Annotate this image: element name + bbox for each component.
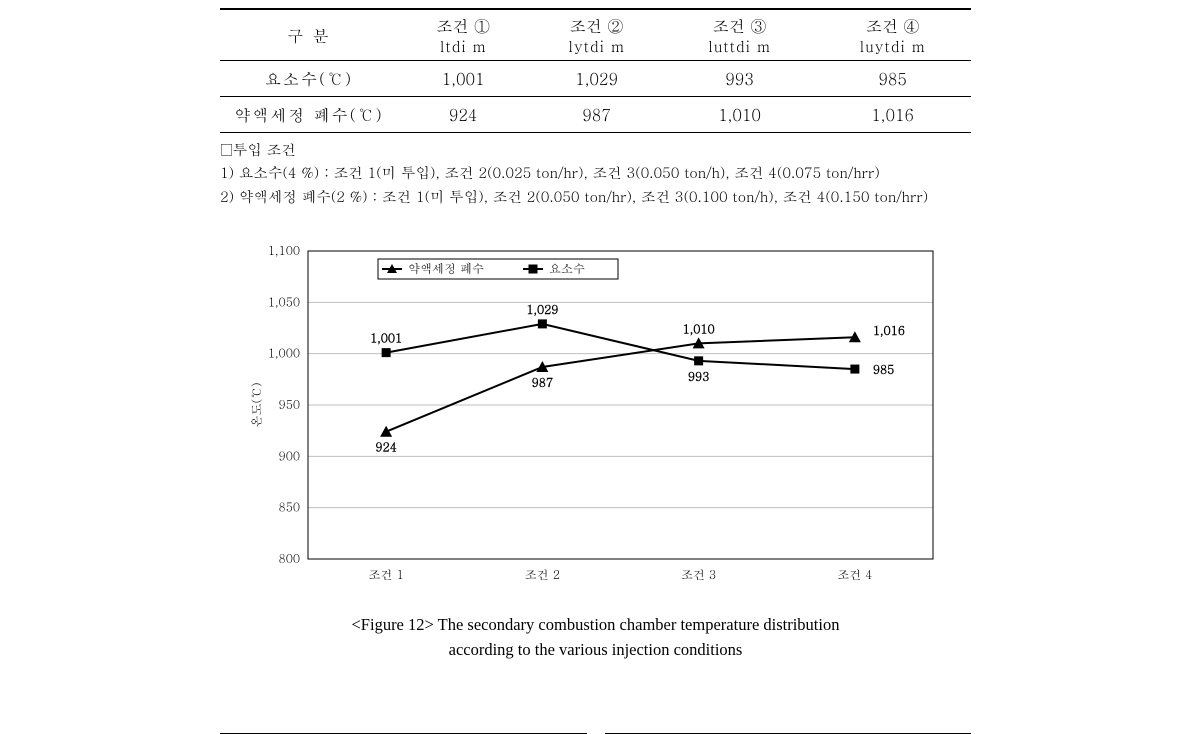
caption-line1: <Figure 12> The secondary combustion cha… [352, 615, 840, 634]
svg-text:1,000: 1,000 [268, 345, 300, 362]
svg-text:950: 950 [279, 396, 300, 413]
row-label: 요소수(℃) [220, 61, 398, 97]
figure-caption: <Figure 12> The secondary combustion cha… [220, 612, 971, 663]
table-header-col3: 조건 ③ luttdi m [665, 9, 814, 61]
table-header-col2: 조건 ② lytdi m [528, 9, 665, 61]
svg-text:약액세정 폐수: 약액세정 폐수 [408, 260, 484, 277]
svg-text:1,100: 1,100 [268, 242, 300, 259]
conditions-table: 구 분 조건 ① ltdi m 조건 ② lytdi m 조건 ③ luttdi… [220, 8, 971, 133]
svg-text:1,010: 1,010 [683, 320, 715, 337]
table-row: 요소수(℃) 1,001 1,029 993 985 [220, 61, 971, 97]
row-label: 약액세정 폐수(℃) [220, 97, 398, 133]
table-header-division: 구 분 [220, 9, 398, 61]
svg-text:조건 3: 조건 3 [681, 566, 716, 583]
cell: 1,016 [814, 97, 971, 133]
cell: 993 [665, 61, 814, 97]
notes-title: □투입 조건 [220, 139, 971, 162]
svg-text:조건 4: 조건 4 [837, 566, 872, 583]
notes-line: 1) 요소수(4 %) : 조건 1(미 투입), 조건 2(0.025 ton… [220, 162, 971, 185]
svg-text:온도(℃): 온도(℃) [248, 382, 265, 427]
table-row: 약액세정 폐수(℃) 924 987 1,010 1,016 [220, 97, 971, 133]
svg-text:987: 987 [532, 374, 553, 391]
cell: 1,010 [665, 97, 814, 133]
svg-text:985: 985 [873, 361, 894, 378]
line-chart: 800 850 900 950 1,000 1,050 1,100 조건 1 조건 2 조건 3 조… [243, 239, 948, 589]
cell: 985 [814, 61, 971, 97]
svg-text:800: 800 [279, 550, 300, 567]
table-header-col4: 조건 ④ luytdi m [814, 9, 971, 61]
svg-text:993: 993 [688, 368, 709, 385]
svg-text:1,050: 1,050 [268, 293, 300, 310]
svg-text:1,029: 1,029 [526, 301, 558, 318]
svg-text:조건 2: 조건 2 [525, 566, 560, 583]
svg-text:1,001: 1,001 [370, 329, 402, 346]
svg-text:850: 850 [279, 499, 300, 516]
svg-text:900: 900 [279, 447, 300, 464]
svg-text:조건 1: 조건 1 [369, 566, 404, 583]
svg-text:1,016: 1,016 [873, 322, 905, 339]
svg-text:요소수: 요소수 [549, 260, 585, 277]
svg-text:924: 924 [375, 439, 396, 456]
cell: 924 [398, 97, 528, 133]
table-header-col1: 조건 ① ltdi m [398, 9, 528, 61]
cell: 1,029 [528, 61, 665, 97]
cell: 987 [528, 97, 665, 133]
chart-container: 800 850 900 950 1,000 1,050 1,100 조건 1 조건 2 조건 3 조… [243, 239, 948, 594]
notes-block: □투입 조건 1) 요소수(4 %) : 조건 1(미 투입), 조건 2(0.… [220, 139, 971, 209]
caption-line2: according to the various injection condi… [220, 637, 971, 663]
notes-line: 2) 약액세정 폐수(2 %) : 조건 1(미 투입), 조건 2(0.050… [220, 186, 971, 209]
cell: 1,001 [398, 61, 528, 97]
